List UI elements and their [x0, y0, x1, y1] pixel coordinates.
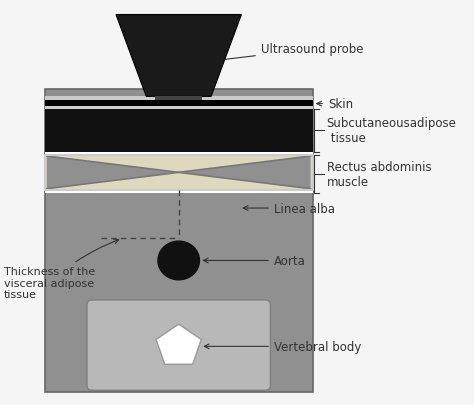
Bar — [45, 110, 313, 152]
Bar — [45, 156, 313, 190]
Text: Linea alba: Linea alba — [243, 202, 335, 215]
Bar — [45, 90, 313, 392]
Text: Rectus abdominis
muscle: Rectus abdominis muscle — [327, 160, 431, 188]
Polygon shape — [116, 15, 241, 97]
Text: Thickness of the
visceral adipose
tissue: Thickness of the visceral adipose tissue — [3, 240, 118, 300]
Bar — [45, 97, 313, 101]
Text: Ultrasound probe: Ultrasound probe — [150, 43, 364, 71]
Text: Aorta: Aorta — [203, 254, 306, 267]
Bar — [45, 190, 313, 194]
Bar — [45, 107, 313, 110]
Bar — [155, 96, 202, 101]
Text: Vertebral body: Vertebral body — [204, 340, 361, 353]
Text: Skin: Skin — [317, 98, 353, 111]
Polygon shape — [47, 157, 179, 189]
Bar — [45, 107, 313, 110]
Text: Subcutaneousadipose
 tissue: Subcutaneousadipose tissue — [327, 117, 456, 145]
Bar — [45, 156, 313, 190]
Polygon shape — [179, 157, 310, 189]
Polygon shape — [156, 324, 201, 364]
Bar — [45, 152, 313, 156]
Bar — [45, 101, 313, 107]
FancyBboxPatch shape — [87, 300, 270, 390]
Circle shape — [158, 241, 200, 280]
